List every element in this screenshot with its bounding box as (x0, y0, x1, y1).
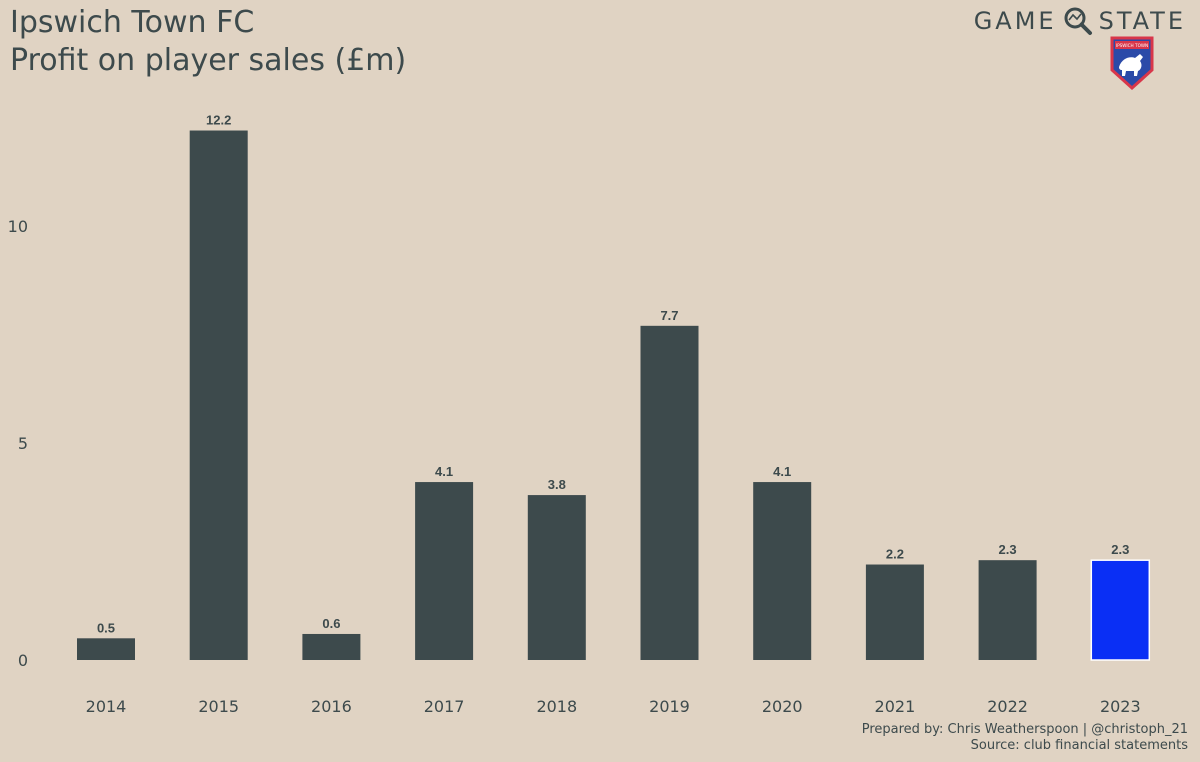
data-label-2017: 4.1 (435, 464, 453, 479)
data-label-2014: 0.5 (97, 620, 115, 635)
x-tick-label-2021: 2021 (875, 697, 916, 716)
x-tick-label-2022: 2022 (987, 697, 1028, 716)
x-tick-label-2023: 2023 (1100, 697, 1141, 716)
x-tick-label-2014: 2014 (86, 697, 127, 716)
bar-2022 (978, 560, 1037, 660)
data-label-2022: 2.3 (999, 542, 1017, 557)
crest-text: IPSWICH TOWN (1116, 43, 1148, 48)
magnifier-icon (1064, 7, 1092, 35)
x-tick-label-2020: 2020 (762, 697, 803, 716)
x-tick-label-2016: 2016 (311, 697, 352, 716)
credit-source: Source: club financial statements (970, 738, 1188, 753)
x-tick-label-2018: 2018 (536, 697, 577, 716)
bar-2015 (189, 130, 248, 660)
data-label-2023: 2.3 (1111, 542, 1129, 557)
data-label-2015: 12.2 (206, 113, 231, 128)
bar-2023 (1090, 559, 1151, 661)
bar-2014 (77, 638, 135, 660)
bar-2021 (865, 564, 924, 660)
y-tick-label: 5 (18, 434, 28, 453)
data-label-2021: 2.2 (886, 547, 904, 562)
x-tick-label-2017: 2017 (424, 697, 465, 716)
y-tick-label: 10 (8, 217, 28, 236)
data-label-2018: 3.8 (548, 477, 566, 492)
game-state-logo: GAME STATE (974, 4, 1186, 38)
data-label-2016: 0.6 (322, 616, 340, 631)
y-axis-ticks: 0 5 10 (8, 217, 28, 670)
data-label-2019: 7.7 (660, 308, 678, 323)
data-labels: 0.5 12.2 0.6 4.1 3.8 7.7 4.1 2.2 2.3 2.3 (97, 113, 1129, 636)
bars (77, 130, 1151, 661)
brand-word-left: GAME (973, 7, 1057, 35)
bar-2019 (640, 325, 699, 660)
bar-2018 (527, 495, 586, 660)
x-tick-label-2015: 2015 (198, 697, 239, 716)
credits: Prepared by: Chris Weatherspoon | @chris… (862, 722, 1188, 754)
credit-author: Prepared by: Chris Weatherspoon | @chris… (861, 722, 1188, 737)
ipswich-town-crest-icon: IPSWICH TOWN (1110, 36, 1154, 90)
data-label-2020: 4.1 (773, 464, 791, 479)
brand-word-right: STATE (1098, 7, 1186, 35)
x-axis-ticks: 2014 2015 2016 2017 2018 2019 2020 2021 2022 2023 (86, 697, 1141, 716)
title-block: Ipswich Town FC Profit on player sales (… (10, 4, 406, 80)
bar-2017 (415, 482, 474, 660)
chart-subtitle: Profit on player sales (£m) (10, 43, 407, 78)
chart-title: Ipswich Town FC (10, 5, 255, 40)
bar-2016 (302, 633, 361, 660)
bar-2020 (753, 482, 812, 660)
x-tick-label-2019: 2019 (649, 697, 690, 716)
y-tick-label: 0 (18, 651, 28, 670)
